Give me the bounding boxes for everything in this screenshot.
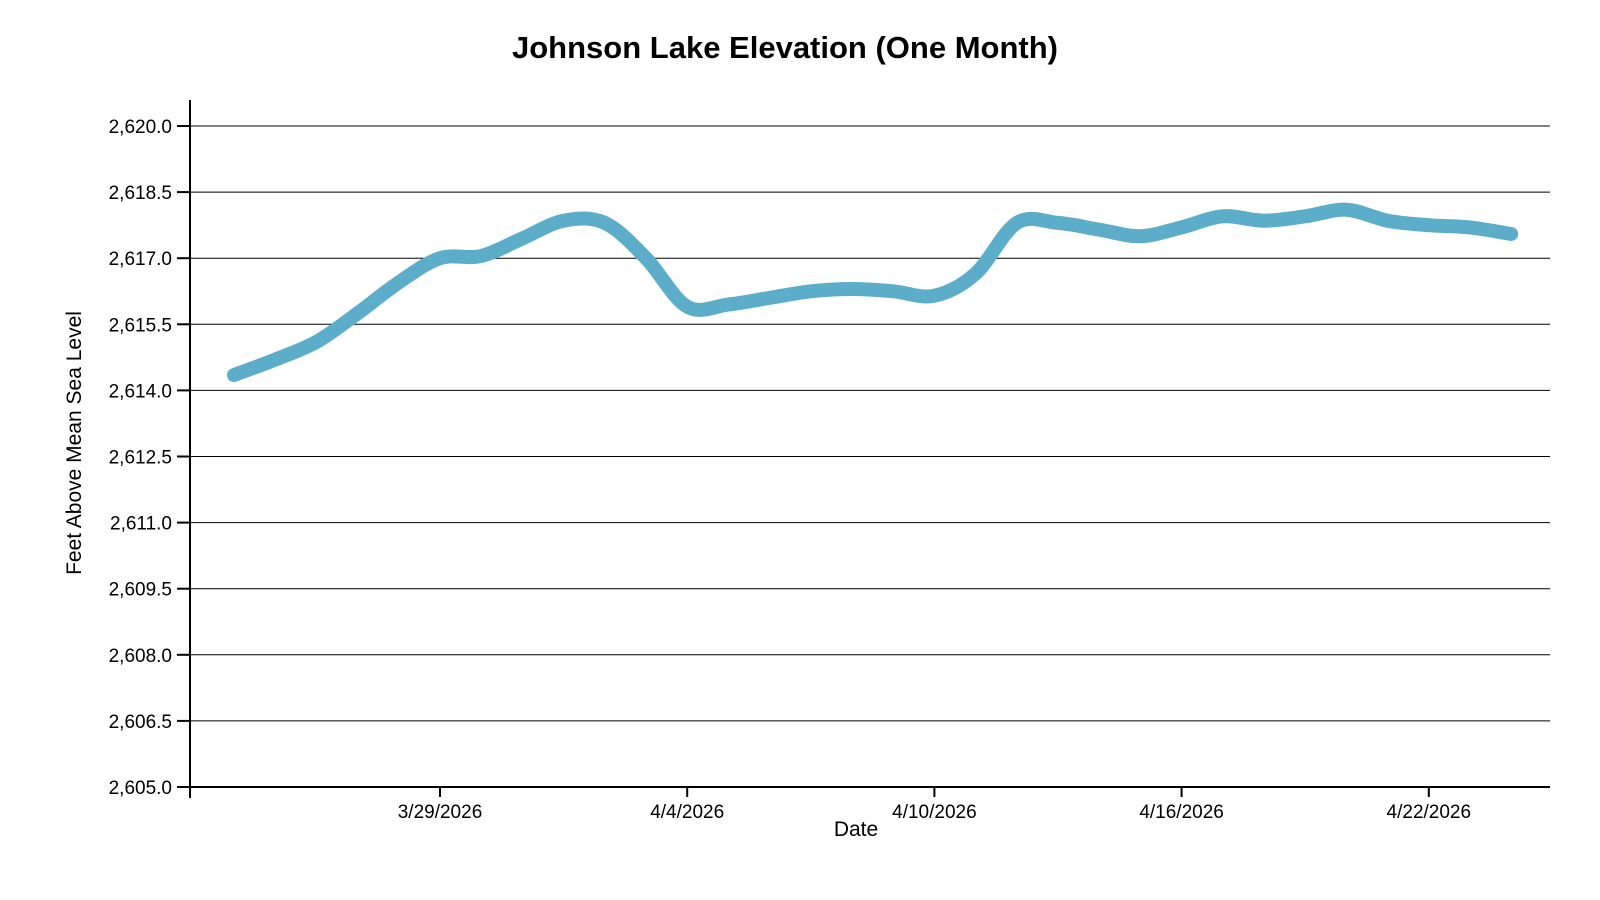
x-tick-label: 3/29/2026 — [398, 802, 483, 823]
y-tick-label: 2,606.5 — [109, 712, 172, 733]
y-tick-label: 2,605.0 — [109, 778, 172, 799]
y-tick-label: 2,609.5 — [109, 580, 172, 601]
y-tick-label: 2,618.5 — [109, 183, 172, 204]
x-tick-label: 4/22/2026 — [1387, 802, 1472, 823]
x-tick-label: 4/16/2026 — [1139, 802, 1224, 823]
y-tick-label: 2,615.5 — [109, 315, 172, 336]
y-tick-label: 2,620.0 — [109, 117, 172, 138]
chart-title: Johnson Lake Elevation (One Month) — [512, 30, 1058, 65]
x-tick-label: 4/4/2026 — [650, 802, 724, 823]
y-tick-label: 2,614.0 — [109, 381, 172, 402]
y-tick-label: 2,608.0 — [109, 646, 172, 667]
x-tick-label: 4/10/2026 — [892, 802, 977, 823]
x-axis-title: Date — [833, 818, 879, 841]
y-tick-label: 2,612.5 — [109, 448, 172, 469]
y-tick-label: 2,617.0 — [109, 249, 172, 270]
y-tick-label: 2,611.0 — [110, 514, 172, 535]
elevation-line — [227, 202, 1519, 382]
